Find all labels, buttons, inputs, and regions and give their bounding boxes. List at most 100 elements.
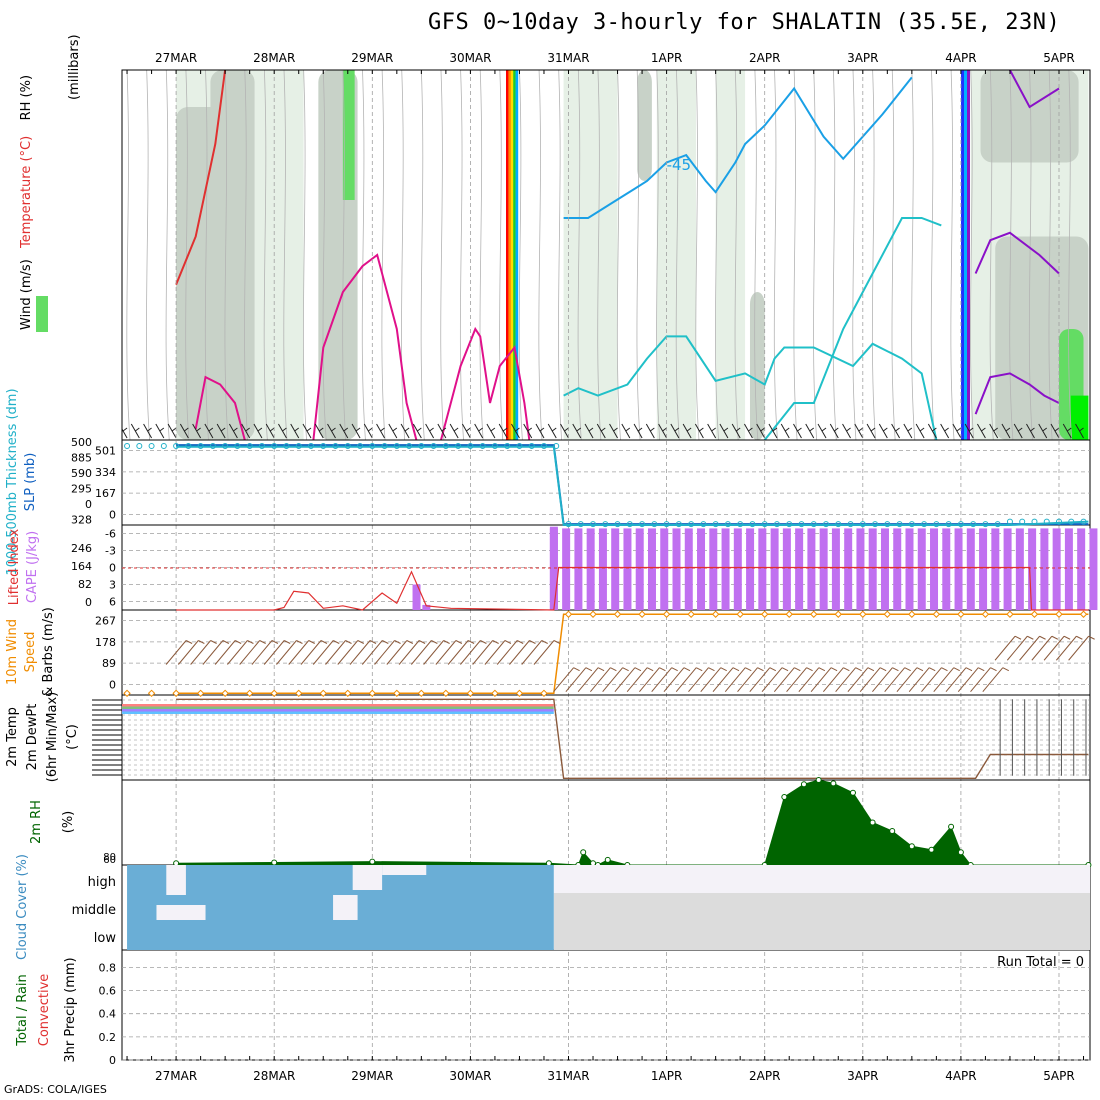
wind-speed-point (908, 610, 916, 618)
cape-bar (422, 604, 431, 610)
wind-barb (425, 423, 435, 439)
thickness-point (626, 521, 633, 528)
cape-bar (1077, 528, 1086, 610)
cape-bar (660, 528, 669, 610)
wind-axis-label: 10m Wind (5, 619, 20, 685)
rh-contour-line (832, 70, 837, 440)
rh-mid-band (637, 70, 652, 181)
wind-barb (278, 423, 287, 439)
thickness-point (467, 442, 474, 449)
wind-barb (535, 423, 545, 439)
wind-barb-10m (798, 667, 826, 693)
cape-bar (562, 528, 571, 610)
wind-speed-point (711, 610, 720, 618)
wind-barb (1001, 423, 1011, 439)
thickness-point (908, 521, 915, 528)
precip-legend-convective-text: Convective (37, 974, 52, 1047)
rh-contour-line (322, 70, 327, 440)
wind-speed-point (245, 689, 254, 698)
thickness-axis-label-text: 1000-500mb Thickness (dm) (5, 388, 20, 575)
thickness-point (173, 442, 180, 449)
rh2m-point (580, 849, 587, 856)
wind-barb-10m (810, 667, 838, 693)
wind-barb (547, 423, 557, 439)
wind-speed-point (196, 689, 205, 698)
tick-label: 0 (109, 508, 116, 521)
wind-speed-point (319, 689, 327, 698)
precip-legend-convective: Convective (37, 974, 52, 1047)
contour-cluster-band (967, 70, 970, 440)
wind-barb (964, 423, 974, 439)
wind-barb-10m (921, 667, 948, 693)
contour-cluster-band (513, 70, 516, 440)
wind-barb-10m (872, 667, 899, 693)
thickness-point (688, 521, 695, 528)
x-axis-bottom-label: 28MAR (253, 1069, 295, 1083)
rh-contour-line (381, 70, 386, 440)
thickness-point (258, 442, 265, 449)
contour-cluster-band (961, 70, 964, 440)
wind-barb (829, 423, 839, 439)
wind-barb-10m (337, 640, 364, 665)
wind-barb (572, 423, 582, 439)
temp2m-band (122, 704, 554, 707)
thickness-point (381, 442, 388, 449)
wind-speed-point (466, 689, 475, 698)
thickness-point (271, 442, 278, 449)
wind-barb (621, 423, 631, 439)
cape-bar (733, 528, 742, 610)
wind-barb-10m (239, 640, 266, 665)
thickness-point (442, 442, 449, 449)
wind-barb (842, 423, 851, 439)
x-axis-top-label: 4APR (945, 51, 976, 65)
wind-barb (989, 423, 999, 439)
thickness-point (307, 442, 314, 449)
thickness-point (639, 521, 646, 528)
temperature-contour (194, 375, 246, 440)
cape-bar (819, 528, 828, 610)
thickness-point (504, 442, 511, 449)
thickness-point (136, 442, 143, 449)
thickness-point (577, 521, 584, 528)
barbs-axis-label-text: & Barbs (m/s) (41, 607, 56, 697)
rh2m-point (781, 794, 788, 800)
thickness-point (1068, 518, 1075, 525)
cape-tick-label: 246 (71, 542, 92, 555)
rh-contour-line (656, 70, 661, 440)
wind-speed-point (834, 610, 842, 618)
thickness-point (246, 442, 253, 449)
wind-speed-point (270, 689, 278, 698)
wind-barb (903, 423, 913, 439)
wind-barb (122, 427, 128, 439)
rh-contour-line (303, 70, 307, 440)
wind-barb (241, 423, 251, 439)
cloud-axis-label-text: Cloud Cover (%) (15, 854, 30, 960)
precip-axis-label: 3hr Precip (mm) (63, 957, 78, 1062)
cape-bar (1015, 528, 1024, 610)
cape-bar (672, 528, 681, 610)
wind-barb (694, 423, 704, 439)
thickness-point (663, 521, 670, 528)
wind-speed-point (564, 610, 573, 618)
tick-label: 3 (109, 579, 116, 592)
wind-barb-10m (1019, 635, 1046, 661)
wind-barb (216, 423, 226, 439)
cape-bar (893, 528, 902, 610)
rh-contour-line (636, 70, 641, 440)
slp-axis-label: SLP (mb) (23, 453, 38, 512)
rh-contour-line (891, 70, 896, 440)
wind-barb-10m (896, 667, 924, 693)
chart-title: GFS 0~10day 3-hourly for SHALATIN (35.5E… (428, 10, 1061, 35)
wind-barb-10m (312, 640, 340, 665)
wind-barb (878, 423, 888, 439)
cape-bar (549, 526, 558, 610)
rh-contour-line (1048, 70, 1053, 440)
wind-barb (1075, 423, 1084, 439)
wind-barb-10m (374, 640, 401, 665)
temperature-contour (763, 217, 942, 440)
cape-bar (844, 528, 853, 610)
cape-bar (1028, 528, 1037, 610)
cape-bar (966, 528, 975, 610)
cape-bar (1003, 528, 1012, 610)
wind-barb-10m (1006, 635, 1034, 661)
